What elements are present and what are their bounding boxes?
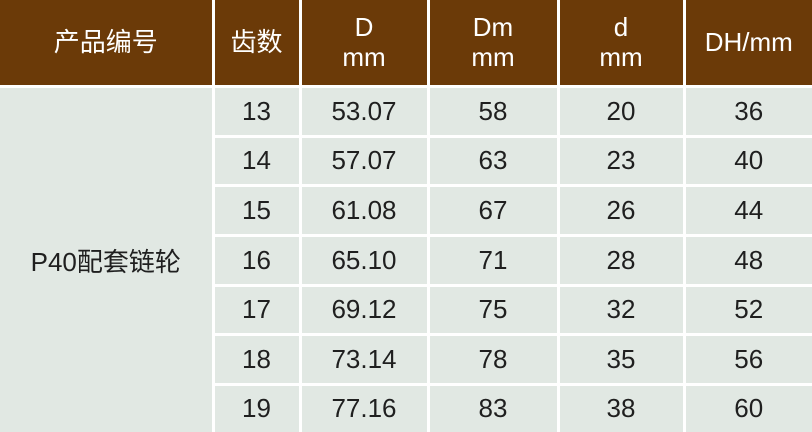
header-row: 产品编号 齿数 D mm Dm mm d mm DH/mm — [0, 0, 812, 88]
table-row: 17 69.12 75 32 52 — [0, 283, 812, 337]
table-row: 18 73.14 78 35 56 — [0, 333, 812, 386]
table-row: 14 57.07 63 23 40 — [0, 134, 812, 188]
cell-DH: 40 — [682, 134, 812, 188]
header-cell-diameter-Dm: Dm mm — [426, 0, 560, 88]
product-name-cell: P40配套链轮 — [0, 85, 215, 432]
cell-D: 77.16 — [298, 382, 430, 432]
cell-d: 28 — [556, 233, 686, 287]
cell-D: 69.12 — [298, 283, 430, 337]
cell-Dm: 67 — [426, 184, 560, 237]
header-cell-DH: DH/mm — [682, 0, 812, 88]
cell-Dm: 58 — [426, 85, 560, 138]
table-row: 15 61.08 67 26 44 — [0, 184, 812, 237]
cell-d: 26 — [556, 184, 686, 237]
cell-DH: 44 — [682, 184, 812, 237]
cell-DH: 48 — [682, 233, 812, 287]
cell-DH: 60 — [682, 382, 812, 432]
cell-teeth: 14 — [211, 134, 302, 188]
cell-teeth: 19 — [211, 382, 302, 432]
table-row: 16 65.10 71 28 48 — [0, 233, 812, 287]
cell-teeth: 15 — [211, 184, 302, 237]
cell-D: 65.10 — [298, 233, 430, 287]
cell-D: 73.14 — [298, 333, 430, 386]
cell-teeth: 18 — [211, 333, 302, 386]
cell-d: 32 — [556, 283, 686, 337]
cell-D: 57.07 — [298, 134, 430, 188]
cell-teeth: 13 — [211, 85, 302, 138]
cell-Dm: 63 — [426, 134, 560, 188]
cell-Dm: 78 — [426, 333, 560, 386]
cell-DH: 36 — [682, 85, 812, 138]
cell-d: 23 — [556, 134, 686, 188]
cell-d: 38 — [556, 382, 686, 432]
cell-DH: 52 — [682, 283, 812, 337]
cell-Dm: 71 — [426, 233, 560, 287]
cell-Dm: 75 — [426, 283, 560, 337]
cell-teeth: 17 — [211, 283, 302, 337]
cell-d: 35 — [556, 333, 686, 386]
table-row: 19 77.16 83 38 60 — [0, 382, 812, 432]
header-cell-teeth-count: 齿数 — [211, 0, 302, 88]
cell-D: 53.07 — [298, 85, 430, 138]
cell-D: 61.08 — [298, 184, 430, 237]
table-row: P40配套链轮 13 53.07 58 20 36 — [0, 85, 812, 432]
cell-Dm: 83 — [426, 382, 560, 432]
cell-DH: 56 — [682, 333, 812, 386]
cell-teeth: 16 — [211, 233, 302, 287]
header-cell-diameter-d: d mm — [556, 0, 686, 88]
cell-d: 20 — [556, 85, 686, 138]
header-cell-product-code: 产品编号 — [0, 0, 215, 88]
header-cell-diameter-D: D mm — [298, 0, 430, 88]
